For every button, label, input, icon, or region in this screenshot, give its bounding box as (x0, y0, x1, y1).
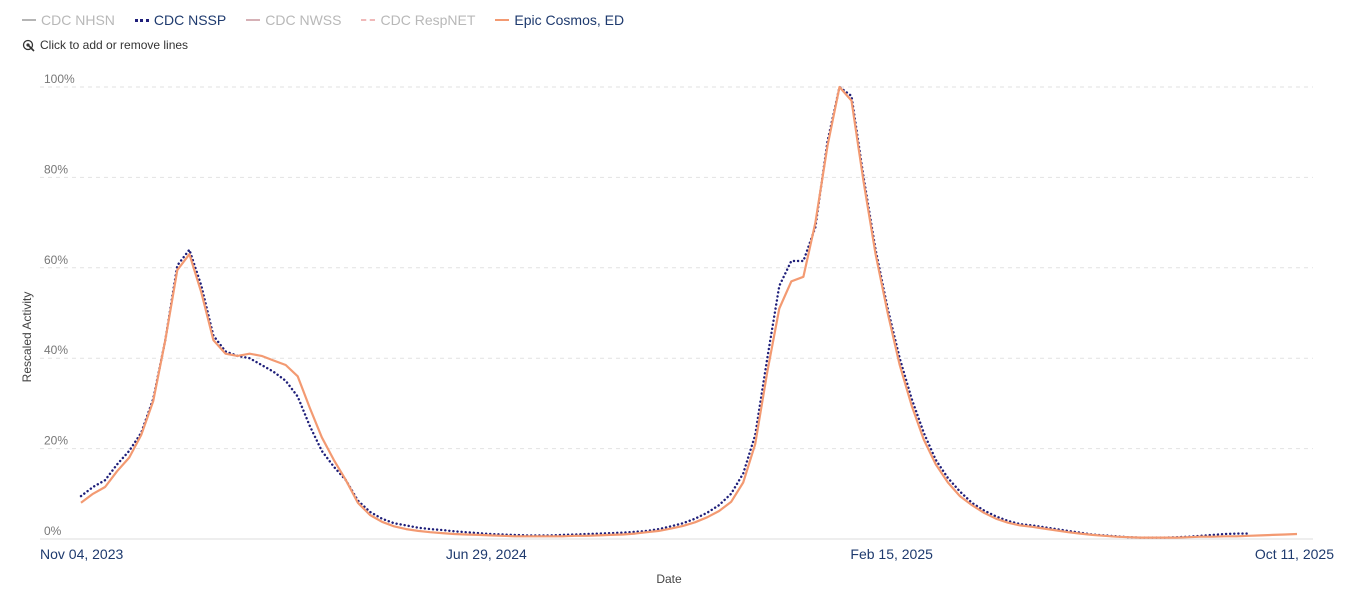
x-axis-ticks: Nov 04, 2023 Jun 29, 2024 Feb 15, 2025 Oct … (40, 546, 1334, 562)
x-tick-label: Nov 04, 2023 (40, 546, 123, 562)
series-lines (79, 85, 1298, 539)
x-tick-label: Jun 29, 2024 (446, 546, 527, 562)
pointer-click-icon (22, 39, 35, 52)
legend-swatch (134, 18, 149, 22)
legend-item-cdc-respnet[interactable]: CDC RespNET (361, 12, 475, 28)
legend-label: Epic Cosmos, ED (514, 12, 625, 28)
y-tick-label: 80% (44, 162, 68, 176)
legend-item-cdc-nwss[interactable]: CDC NWSS (246, 12, 341, 28)
legend-label: CDC NSSP (153, 12, 227, 28)
grid-lines (40, 86, 1313, 540)
y-axis-ticks: 0% 20% 40% 60% 80% 100% (44, 72, 75, 538)
legend-label: CDC NHSN (41, 12, 115, 28)
legend-swatch (246, 19, 261, 21)
legend-swatch (361, 19, 376, 21)
x-axis-title: Date (656, 572, 682, 586)
y-tick-label: 40% (44, 343, 68, 357)
x-tick-label: Feb 15, 2025 (850, 546, 933, 562)
legend-hint-text: Click to add or remove lines (40, 38, 189, 52)
series-line-epic-cosmos-ed[interactable] (80, 85, 1298, 539)
legend-item-epic-cosmos-ed[interactable]: Epic Cosmos, ED (495, 12, 624, 28)
y-tick-label: 100% (44, 72, 75, 86)
legend-label: CDC RespNET (380, 12, 476, 28)
legend-label: CDC NWSS (265, 12, 342, 28)
y-tick-label: 60% (44, 253, 68, 267)
y-tick-label: 0% (44, 524, 62, 538)
legend-swatch (22, 19, 36, 21)
series-line-cdc-nssp[interactable] (79, 85, 1250, 539)
y-tick-label: 20% (44, 434, 68, 448)
legend-item-cdc-nhsn[interactable]: CDC NHSN (22, 12, 115, 28)
chart-legend: CDC NHSN CDC NSSP CDC NWSS CDC RespNET Epic … (22, 12, 644, 28)
x-tick-label: Oct 11, 2025 (1255, 546, 1334, 562)
legend-swatch (495, 19, 510, 21)
legend-item-cdc-nssp[interactable]: CDC NSSP (134, 12, 227, 28)
y-axis-title: Rescaled Activity (20, 292, 34, 383)
legend-hint: Click to add or remove lines (22, 38, 188, 52)
